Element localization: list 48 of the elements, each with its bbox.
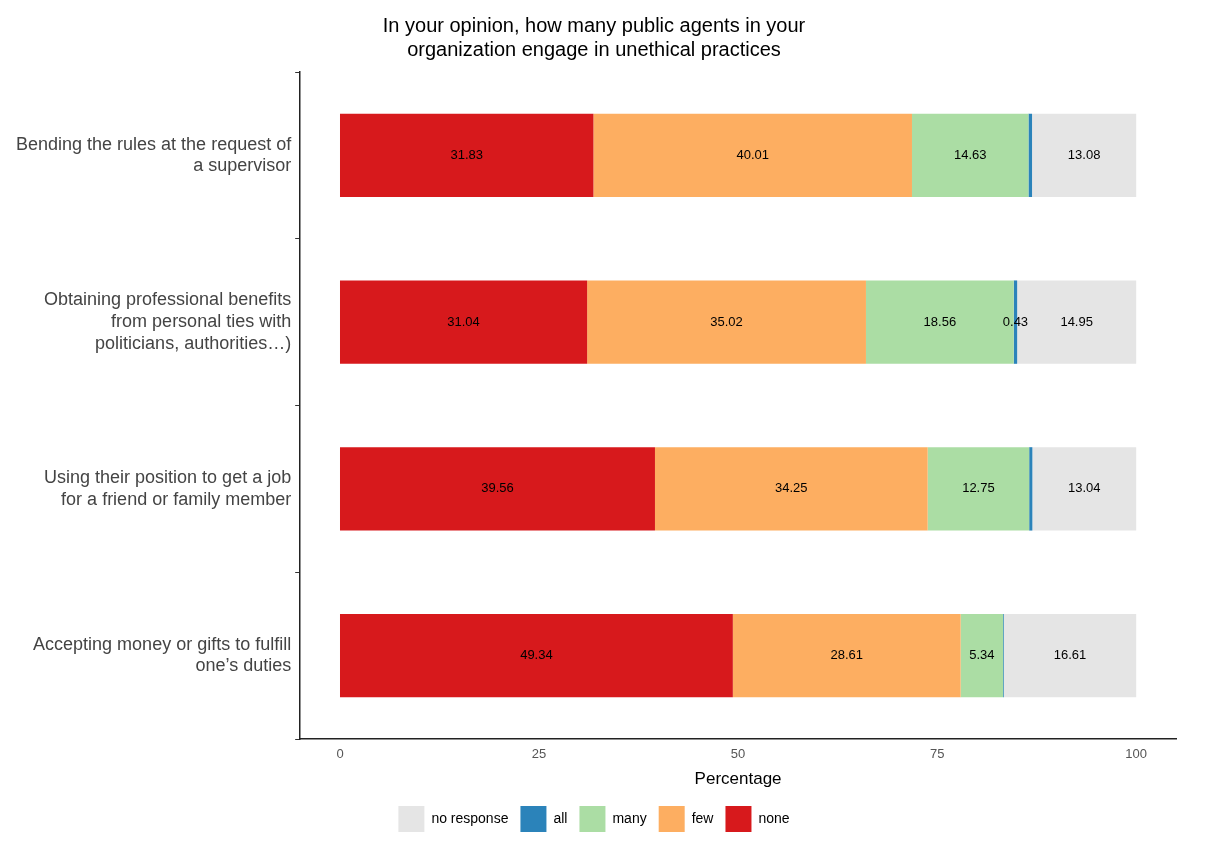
bar: [927, 447, 1030, 531]
bar: [340, 280, 588, 364]
bar: [911, 113, 1029, 198]
data-label: 35.02: [710, 313, 743, 329]
bar: [1032, 113, 1137, 198]
data-label: 49.34: [520, 647, 553, 663]
bar: [654, 447, 928, 531]
x-tick-label: 100: [1125, 746, 1148, 762]
data-label: 34.25: [775, 480, 808, 496]
data-label: 14.95: [1060, 313, 1093, 329]
x-axis-title: Percentage: [694, 769, 782, 789]
bar: [587, 280, 866, 364]
data-label: 18.56: [923, 313, 957, 329]
data-label: 39.56: [481, 480, 514, 496]
data-label: 31.83: [450, 146, 483, 162]
data-label: 28.61: [830, 647, 864, 663]
legend-label: none: [758, 809, 790, 826]
bar: [1032, 447, 1137, 531]
data-label: 5.34: [969, 647, 995, 663]
legend-label: many: [612, 809, 647, 826]
bar: [1003, 613, 1137, 698]
data-label: 16.61: [1053, 647, 1087, 663]
bar: [593, 113, 912, 198]
data-label: 12.75: [962, 480, 995, 496]
y-tick-label: Accepting money or gifts to fulfill one’s duties: [33, 633, 292, 676]
data-label: 13.04: [1068, 480, 1101, 496]
data-label: 31.04: [447, 313, 480, 329]
bar: [340, 447, 655, 531]
bar: [1029, 447, 1033, 531]
legend-label: all: [553, 809, 568, 826]
chart-title: In your opinion, how many public agents in your organization engage in unethical practices: [382, 13, 806, 60]
x-tick-label: 50: [730, 746, 746, 762]
x-tick-label: 25: [531, 746, 547, 762]
y-tick-label: Using their position to get a job for a friend or family member: [44, 467, 292, 509]
bar: [1028, 113, 1033, 198]
x-tick-label: 75: [929, 746, 945, 762]
legend-label: few: [691, 809, 715, 826]
x-tick-label: 0: [336, 746, 344, 762]
y-tick-label: Bending the rules at the request of a supervisor: [16, 133, 293, 176]
bar: [960, 613, 1004, 698]
bar: [732, 613, 961, 698]
data-label: 14.63: [953, 146, 987, 162]
data-label: 40.01: [736, 146, 769, 162]
y-tick-label: Obtaining professional benefits from personal ties with politicians, authorities…): [44, 289, 292, 353]
bar: [340, 113, 594, 198]
legend-label: no response: [431, 809, 509, 826]
data-label: 13.08: [1067, 146, 1101, 162]
bar: [340, 613, 733, 698]
